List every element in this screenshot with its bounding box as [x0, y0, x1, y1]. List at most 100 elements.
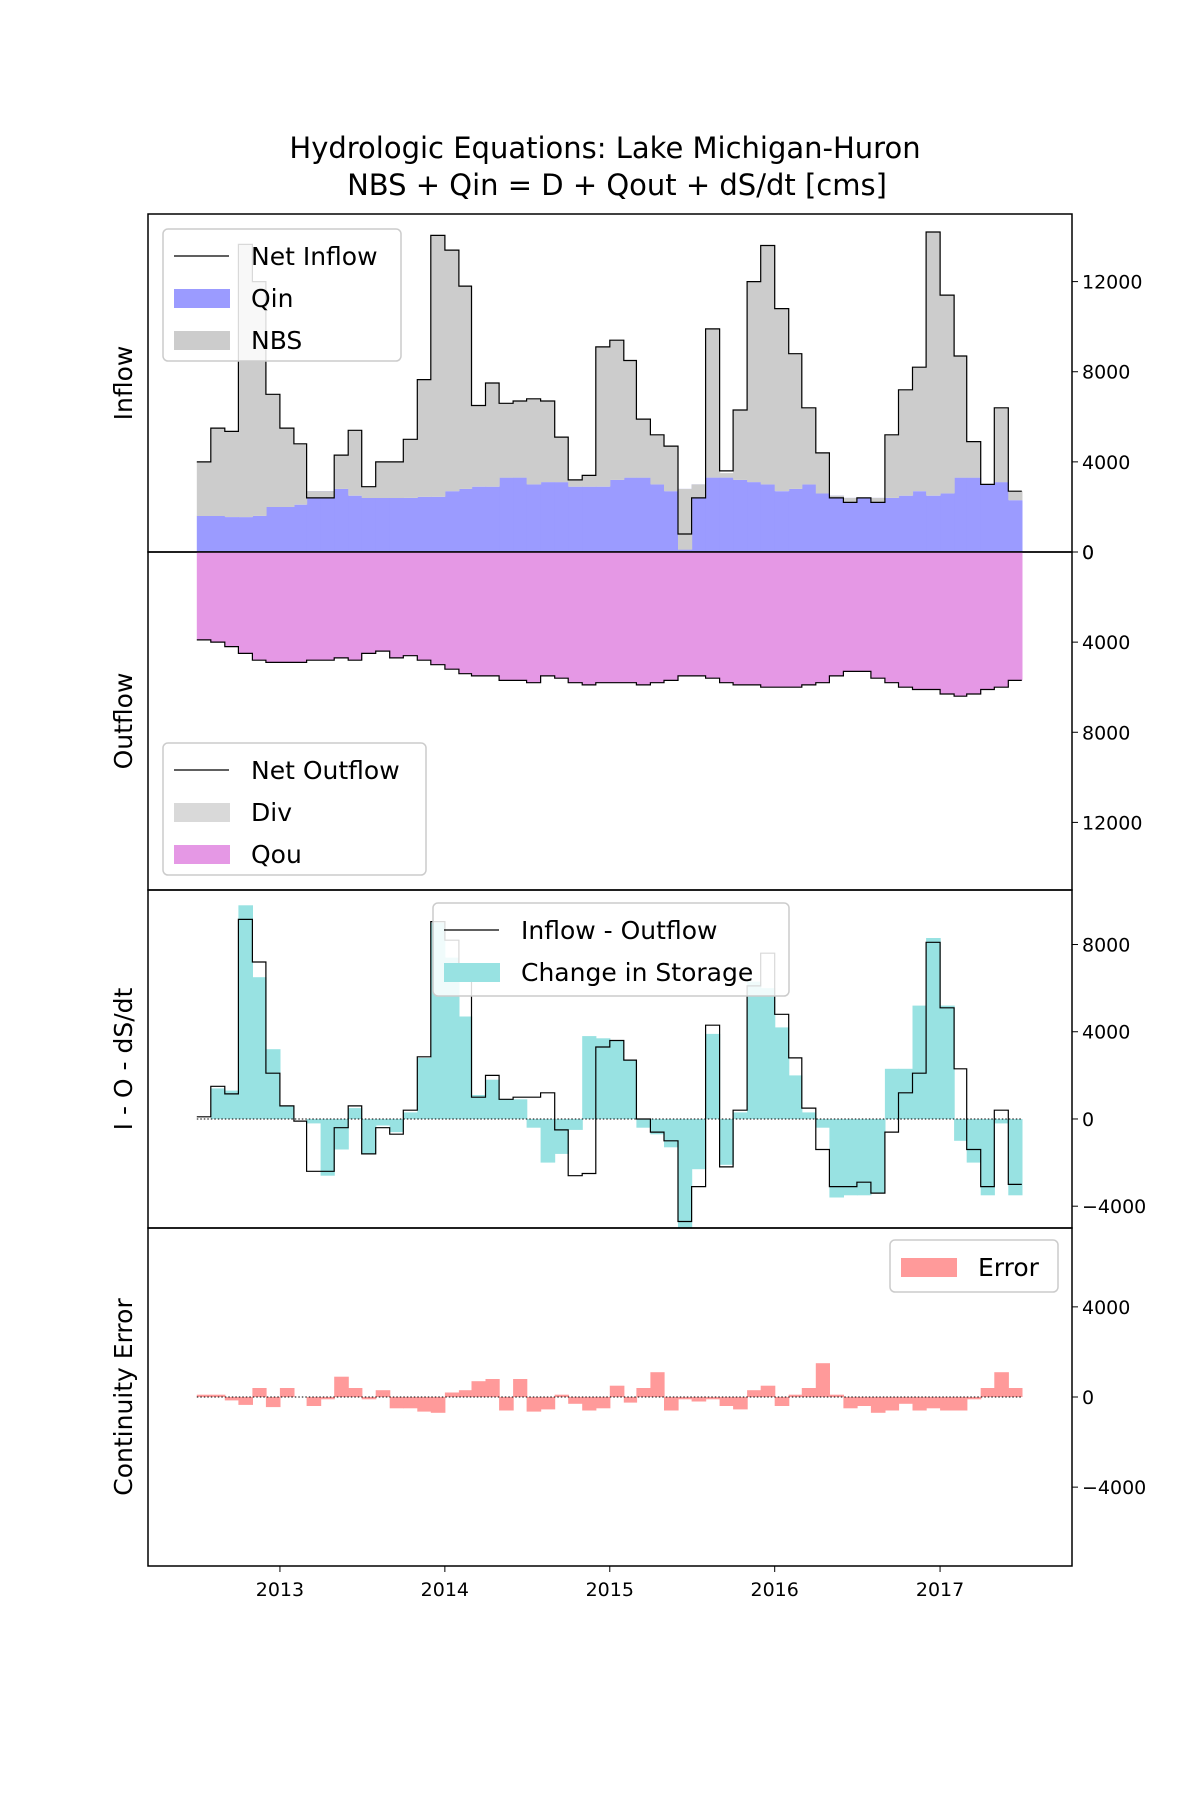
legend: Net Inflow Qin NBS [162, 228, 402, 362]
bar-error-2012-12 [265, 1397, 281, 1408]
bar-error-2017-01 [940, 1397, 955, 1411]
bar-error-2015-07 [691, 1397, 707, 1402]
area-qou-2016-01 [774, 552, 790, 688]
area-nbs-2015-06 [678, 488, 693, 550]
bar-change-in-storage-2016-05 [829, 1119, 844, 1198]
bar-change-in-storage-2015-09 [719, 1119, 734, 1165]
bar-error-2013-01 [279, 1388, 295, 1397]
area-nbs-2013-07 [361, 486, 377, 498]
bar-error-2016-07 [856, 1397, 872, 1406]
area-qin-2017-05 [994, 482, 1009, 552]
area-nbs-2017-06 [1008, 491, 1023, 501]
area-nbs-2014-10 [568, 479, 583, 487]
area-qou-2014-11 [582, 552, 597, 685]
area-qin-2016-03 [801, 484, 817, 552]
ytick-label: 12000 [1082, 272, 1142, 294]
bar-change-in-storage-2015-10 [733, 1112, 748, 1119]
area-qin-2014-04 [485, 486, 500, 552]
bar-change-in-storage-2014-04 [485, 1079, 500, 1119]
area-nbs-2013-11 [417, 379, 432, 497]
bar-change-in-storage-2014-09 [554, 1119, 569, 1154]
ytick-label: −4000 [1082, 1196, 1146, 1218]
area-qou-2013-04 [320, 552, 335, 661]
area-qin-2013-12 [430, 496, 446, 552]
bar-error-2013-03 [306, 1397, 322, 1406]
area-nbs-2016-10 [898, 389, 914, 496]
area-qou-2012-08 [210, 552, 226, 643]
bar-change-in-storage-2013-07 [361, 1119, 377, 1154]
area-qou-2014-08 [540, 552, 556, 676]
area-nbs-2015-07 [691, 484, 707, 498]
area-qou-2016-11 [912, 552, 927, 690]
bar-error-2014-10 [568, 1397, 583, 1404]
bar-change-in-storage-2013-11 [417, 1057, 432, 1119]
line-net-outflow [196, 639, 1022, 697]
area-qin-2014-02 [458, 488, 473, 552]
area-nbs-2015-08 [705, 328, 721, 478]
area-qin-2016-09 [884, 497, 900, 552]
legend-label-change-in-storage: Change in Storage [521, 958, 753, 987]
area-qin-2015-12 [760, 484, 776, 552]
bar-error-2014-12 [595, 1397, 611, 1409]
bar-error-2015-02 [623, 1397, 638, 1403]
area-nbs-2016-02 [788, 353, 803, 489]
area-qin-2014-09 [554, 482, 569, 552]
area-nbs-2013-05 [334, 455, 349, 489]
area-nbs-2013-02 [293, 443, 308, 505]
ytick-label: 4000 [1082, 632, 1130, 654]
bar-error-2013-08 [375, 1390, 391, 1397]
plot-area: 0 4000 8000 12000 Inflow Net Inflow Qin NBS 0 400… [109, 213, 1146, 1601]
bar-error-2014-01 [444, 1392, 460, 1397]
bar-error-2017-04 [980, 1388, 995, 1397]
area-qou-2016-07 [856, 552, 872, 672]
bar-change-in-storage-2014-12 [595, 1038, 611, 1119]
bar-change-in-storage-2014-02 [458, 1016, 473, 1119]
area-nbs-2013-06 [348, 430, 363, 496]
area-qou-2017-05 [994, 552, 1009, 688]
bar-error-2013-06 [348, 1388, 363, 1397]
area-qin-2013-11 [417, 496, 432, 552]
area-qin-2013-06 [348, 495, 363, 552]
bar-change-in-storage-2013-10 [403, 1112, 418, 1119]
ytick-label: 4000 [1082, 1022, 1130, 1044]
bar-error-2016-05 [829, 1394, 844, 1397]
area-qou-2017-02 [954, 552, 968, 697]
area-qin-2013-09 [389, 497, 404, 552]
area-qin-2013-10 [403, 497, 418, 552]
area-qou-2016-05 [829, 552, 844, 676]
bar-change-in-storage-2015-11 [747, 981, 762, 1119]
bar-error-2013-10 [403, 1397, 418, 1409]
bar-change-in-storage-2016-08 [870, 1119, 886, 1194]
bar-change-in-storage-2013-04 [320, 1119, 335, 1176]
bar-error-2016-04 [815, 1363, 830, 1397]
bar-change-in-storage-2014-07 [526, 1119, 542, 1128]
bar-error-2016-12 [926, 1397, 941, 1409]
legend-label-inflow-outflow: Inflow - Outflow [521, 916, 717, 945]
area-qin-2016-04 [815, 493, 830, 552]
area-qou-2013-09 [389, 552, 404, 658]
y-axis-label: Outflow [109, 673, 138, 770]
area-qou-2013-05 [334, 552, 349, 658]
panel-continuity-error: −4000 0 4000 Continuity Error Error [109, 1227, 1146, 1567]
chart-title-line1: Hydrologic Equations: Lake Michigan-Huro… [289, 131, 920, 165]
area-qin-2014-07 [526, 484, 542, 552]
area-nbs-2016-03 [801, 407, 817, 485]
area-nbs-2015-12 [760, 245, 776, 485]
area-qin-2015-11 [747, 482, 762, 552]
legend-swatch-qin [174, 289, 230, 308]
legend: Error [889, 1239, 1059, 1293]
bar-change-in-storage-2013-09 [389, 1119, 404, 1133]
bar-error-2015-01 [609, 1385, 625, 1397]
area-qou-2014-09 [554, 552, 569, 679]
bar-error-2016-08 [870, 1397, 886, 1413]
bar-error-2015-12 [760, 1385, 776, 1397]
ytick-label: 0 [1082, 1387, 1094, 1409]
legend-label-net-outflow: Net Outflow [251, 756, 400, 785]
area-qou-2012-12 [265, 552, 281, 663]
bar-error-2014-07 [526, 1397, 542, 1412]
area-nbs-2014-04 [485, 383, 500, 487]
line-net-inflow [196, 231, 1022, 535]
bar-change-in-storage-2015-07 [691, 1119, 707, 1170]
bar-change-in-storage-2014-01 [444, 957, 460, 1119]
